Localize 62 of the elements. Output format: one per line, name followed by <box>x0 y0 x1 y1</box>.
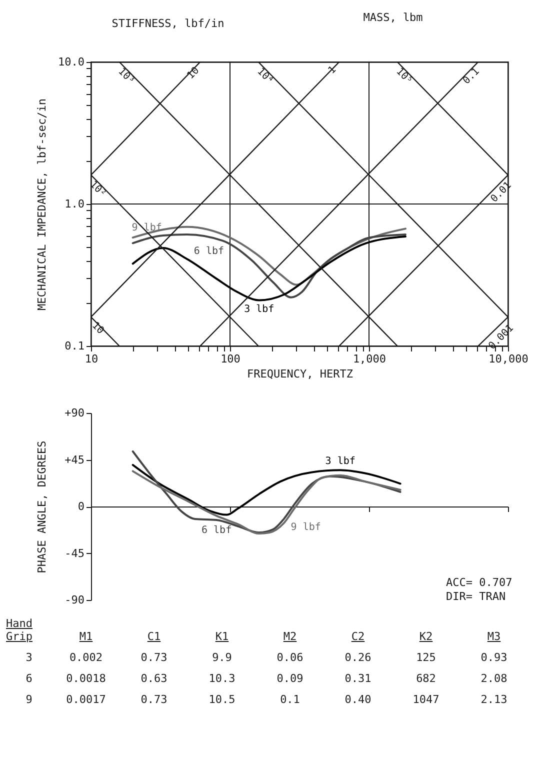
x-tick-label: 10,000 <box>488 352 528 366</box>
text: 0.40 <box>344 693 372 706</box>
y-tick-label: -45 <box>64 546 84 560</box>
text: 0.06 <box>276 651 304 664</box>
series-label: 6 lbf <box>201 525 232 536</box>
text: 0.09 <box>276 672 304 685</box>
text: 0.63 <box>140 672 168 685</box>
y-tick-label: 0.1 <box>64 340 84 352</box>
category-label: M3 <box>486 629 502 645</box>
category-label: 6 <box>26 672 32 685</box>
text: STIFFNESS, lbf/in <box>112 17 224 30</box>
text: 0.1 <box>280 693 300 706</box>
text: 10⁴ <box>254 66 276 87</box>
text: 10² <box>87 179 108 200</box>
y-tick-label: 0 <box>78 500 84 513</box>
series-label: 6 lbf <box>194 246 224 257</box>
annotation: DIR= TRAN <box>446 590 506 603</box>
x-tick-label: 100 <box>220 352 240 366</box>
y-tick-label: +90 <box>64 406 84 420</box>
category-label: M2 <box>282 629 298 645</box>
category-label: M1 <box>78 629 94 645</box>
text: 0.0018 <box>66 672 106 685</box>
text: 0.73 <box>140 651 168 664</box>
annotation: ACC= 0.707 <box>446 576 512 589</box>
y-tick-label: 1.0 <box>64 198 84 210</box>
y-tick-label: 10.0 <box>58 56 84 68</box>
text: 10.3 <box>208 672 236 685</box>
text: 0.1 <box>461 66 482 87</box>
category-label: C1 <box>146 629 162 645</box>
text: Hand Grip <box>6 616 34 645</box>
category-label: C2 <box>350 629 366 645</box>
text: 0.73 <box>140 693 168 706</box>
y-axis-title: PHASE ANGLE, DEGREES <box>36 440 48 574</box>
y-axis-title: MECHANICAL IMPEDANCE, lbf-sec/in <box>36 98 48 310</box>
y-tick-label: -90 <box>64 594 84 606</box>
category-label: 3 <box>26 651 32 664</box>
category-label: 9 <box>26 693 32 706</box>
text: 0.93 <box>480 651 508 664</box>
text: 0.0017 <box>66 693 106 706</box>
series-label: 9 lbf <box>290 522 321 534</box>
text: 10.5 <box>208 693 236 706</box>
text: 1047 <box>412 693 440 706</box>
text: 2.13 <box>480 693 508 706</box>
series-label: 9 lbf <box>132 222 162 234</box>
category-label: K1 <box>214 629 230 645</box>
text: 0.31 <box>344 672 372 685</box>
text: 125 <box>416 651 436 664</box>
x-axis-title: FREQUENCY, HERTZ <box>247 368 354 380</box>
text: 10⁵ <box>394 66 414 87</box>
text: 2.08 <box>480 672 508 685</box>
text: 0.26 <box>344 651 372 664</box>
text: 0.002 <box>69 651 103 664</box>
text: MASS, lbm <box>363 11 424 24</box>
y-tick-label: +45 <box>64 453 84 466</box>
series-label: 3 lbf <box>244 304 274 316</box>
x-tick-label: 1,000 <box>352 352 386 366</box>
series-label: 3 lbf <box>325 456 356 468</box>
text: 10³ <box>116 66 136 87</box>
x-tick-label: 10 <box>84 352 98 366</box>
category-label: K2 <box>418 629 434 645</box>
text: 9.9 <box>212 651 232 664</box>
text: 682 <box>416 672 436 685</box>
